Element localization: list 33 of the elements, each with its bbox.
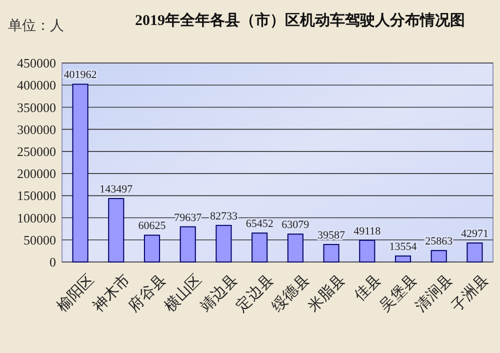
bar — [466, 242, 483, 262]
data-label: 65452 — [246, 218, 274, 230]
text: 单位：人 — [8, 18, 64, 34]
bar — [430, 250, 447, 262]
bar — [216, 224, 232, 262]
bar — [144, 234, 160, 262]
data-label: 143497 — [100, 184, 134, 196]
y-tick-label: 200000 — [17, 166, 56, 182]
bar — [72, 84, 88, 262]
y-tick-label: 50000 — [24, 232, 56, 248]
data-label: 49118 — [354, 225, 382, 238]
y-tick-label: 150000 — [17, 188, 56, 204]
y-tick-label: 250000 — [17, 144, 56, 159]
bar — [180, 226, 196, 262]
y-tick-label: 100000 — [17, 210, 56, 226]
y-tick-label: 450000 — [17, 56, 56, 71]
bar — [108, 198, 124, 262]
data-label: 60625 — [138, 220, 166, 232]
chart-title: 2019年全年各县（市）区机动车驾驶人分布情况图 — [135, 11, 465, 29]
y-tick-label: 0 — [50, 254, 56, 270]
y-tick-label: 350000 — [17, 100, 56, 115]
bar — [394, 256, 412, 262]
y-tick-label: 400000 — [17, 78, 56, 93]
bar — [252, 232, 268, 262]
data-label: 13554 — [389, 241, 418, 254]
data-label: 401962 — [64, 69, 97, 82]
bar — [323, 244, 340, 262]
data-label: 42971 — [460, 228, 488, 240]
data-label: 63079 — [282, 219, 310, 232]
bar — [287, 234, 304, 262]
bar — [359, 240, 376, 262]
y-tick-label: 300000 — [17, 122, 56, 137]
data-label: 39587 — [318, 229, 346, 242]
